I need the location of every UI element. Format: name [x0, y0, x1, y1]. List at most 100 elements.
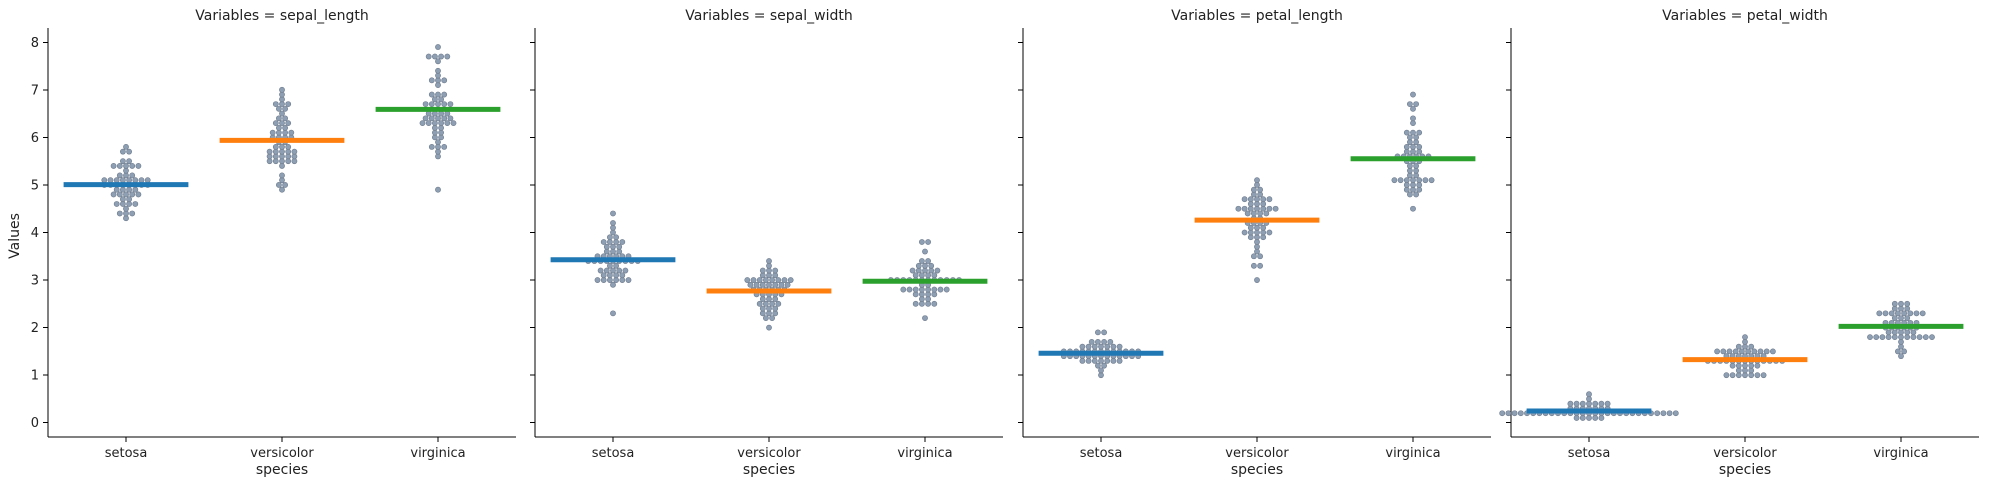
- data-point: [912, 300, 919, 307]
- data-point: [431, 120, 438, 127]
- data-point: [931, 286, 938, 293]
- data-point: [447, 115, 454, 122]
- data-point: [279, 143, 285, 150]
- data-point: [1882, 310, 1889, 317]
- data-point: [266, 158, 273, 165]
- data-point: [123, 172, 129, 179]
- data-point: [1573, 400, 1580, 407]
- data-point: [1410, 143, 1416, 150]
- data-point: [1898, 300, 1904, 307]
- data-point: [772, 296, 779, 302]
- data-point: [129, 191, 136, 198]
- data-point: [1904, 305, 1911, 312]
- data-point: [435, 153, 441, 160]
- data-point: [1403, 186, 1410, 193]
- swarm-versicolor: [1235, 177, 1279, 283]
- data-point: [116, 163, 123, 169]
- panels: Variables = sepal_length 0 1 2 3 4 5 6 7 8 setosa v…: [31, 8, 1979, 478]
- data-point: [1714, 348, 1720, 355]
- data-point: [1732, 348, 1739, 355]
- data-point: [438, 134, 444, 141]
- data-point: [435, 91, 441, 98]
- data-point: [919, 286, 925, 293]
- data-point: [120, 148, 126, 155]
- data-point: [435, 148, 441, 155]
- data-point: [279, 120, 285, 127]
- data-point: [123, 143, 129, 150]
- swarm-virginica: [419, 44, 457, 193]
- data-point: [610, 281, 616, 288]
- data-point: [272, 120, 279, 127]
- data-point: [1241, 196, 1248, 203]
- x-tick-label-versicolor: versicolor: [250, 446, 314, 461]
- data-point: [428, 143, 435, 150]
- data-point: [766, 258, 772, 264]
- data-point: [129, 210, 136, 217]
- data-point: [919, 296, 925, 302]
- data-point: [607, 239, 613, 245]
- data-point: [750, 277, 757, 283]
- y-tick-label: 2: [31, 321, 39, 336]
- data-point: [1091, 343, 1098, 350]
- data-point: [1079, 343, 1086, 350]
- data-point: [1254, 243, 1260, 250]
- data-point: [291, 158, 298, 165]
- data-point: [422, 115, 429, 122]
- data-point: [1885, 334, 1892, 341]
- data-point: [266, 148, 273, 155]
- data-point: [1748, 367, 1755, 374]
- data-point: [279, 153, 285, 160]
- data-point: [1403, 129, 1410, 136]
- data-point: [763, 315, 769, 322]
- data-point: [431, 124, 438, 131]
- x-tick-label-versicolor: versicolor: [737, 446, 801, 461]
- data-point: [123, 163, 129, 169]
- data-point: [272, 153, 279, 160]
- data-point: [925, 300, 931, 307]
- data-point: [431, 53, 438, 60]
- data-point: [1254, 234, 1260, 241]
- data-point: [1413, 172, 1419, 179]
- data-point: [1754, 372, 1761, 379]
- data-point: [1407, 101, 1413, 107]
- data-point: [772, 310, 779, 317]
- y-tick-label: 0: [31, 416, 39, 431]
- data-point: [269, 129, 276, 136]
- data-point: [597, 267, 604, 274]
- data-point: [1598, 400, 1605, 407]
- data-point: [912, 286, 919, 293]
- panel-sepal_length: Variables = sepal_length 0 1 2 3 4 5 6 7 8 setosa v…: [31, 8, 516, 478]
- data-point: [1098, 372, 1104, 379]
- data-point: [1091, 358, 1098, 364]
- data-point: [1413, 191, 1419, 198]
- data-point: [1416, 148, 1423, 155]
- data-point: [275, 115, 282, 122]
- data-point: [435, 82, 441, 88]
- data-point: [1891, 305, 1898, 312]
- data-point: [129, 163, 136, 169]
- data-point: [1254, 182, 1260, 188]
- data-point: [775, 300, 782, 307]
- panel-title: Variables = petal_width: [1662, 8, 1828, 24]
- data-point: [925, 296, 931, 302]
- data-point: [610, 224, 616, 231]
- data-point: [279, 163, 285, 169]
- data-point: [1098, 343, 1104, 350]
- data-point: [272, 143, 279, 150]
- data-point: [285, 101, 292, 107]
- data-point: [126, 196, 133, 203]
- data-point: [769, 315, 775, 322]
- data-point: [1898, 338, 1904, 345]
- data-point: [600, 272, 607, 279]
- data-point: [1748, 362, 1755, 369]
- x-axis-label: species: [1231, 462, 1283, 478]
- data-point: [1898, 305, 1904, 312]
- data-point: [132, 186, 139, 193]
- data-point: [925, 286, 931, 293]
- data-point: [101, 177, 108, 184]
- data-point: [772, 281, 779, 288]
- data-point: [435, 115, 441, 122]
- y-tick-label: 8: [31, 36, 39, 51]
- data-point: [110, 191, 117, 198]
- data-point: [272, 158, 279, 165]
